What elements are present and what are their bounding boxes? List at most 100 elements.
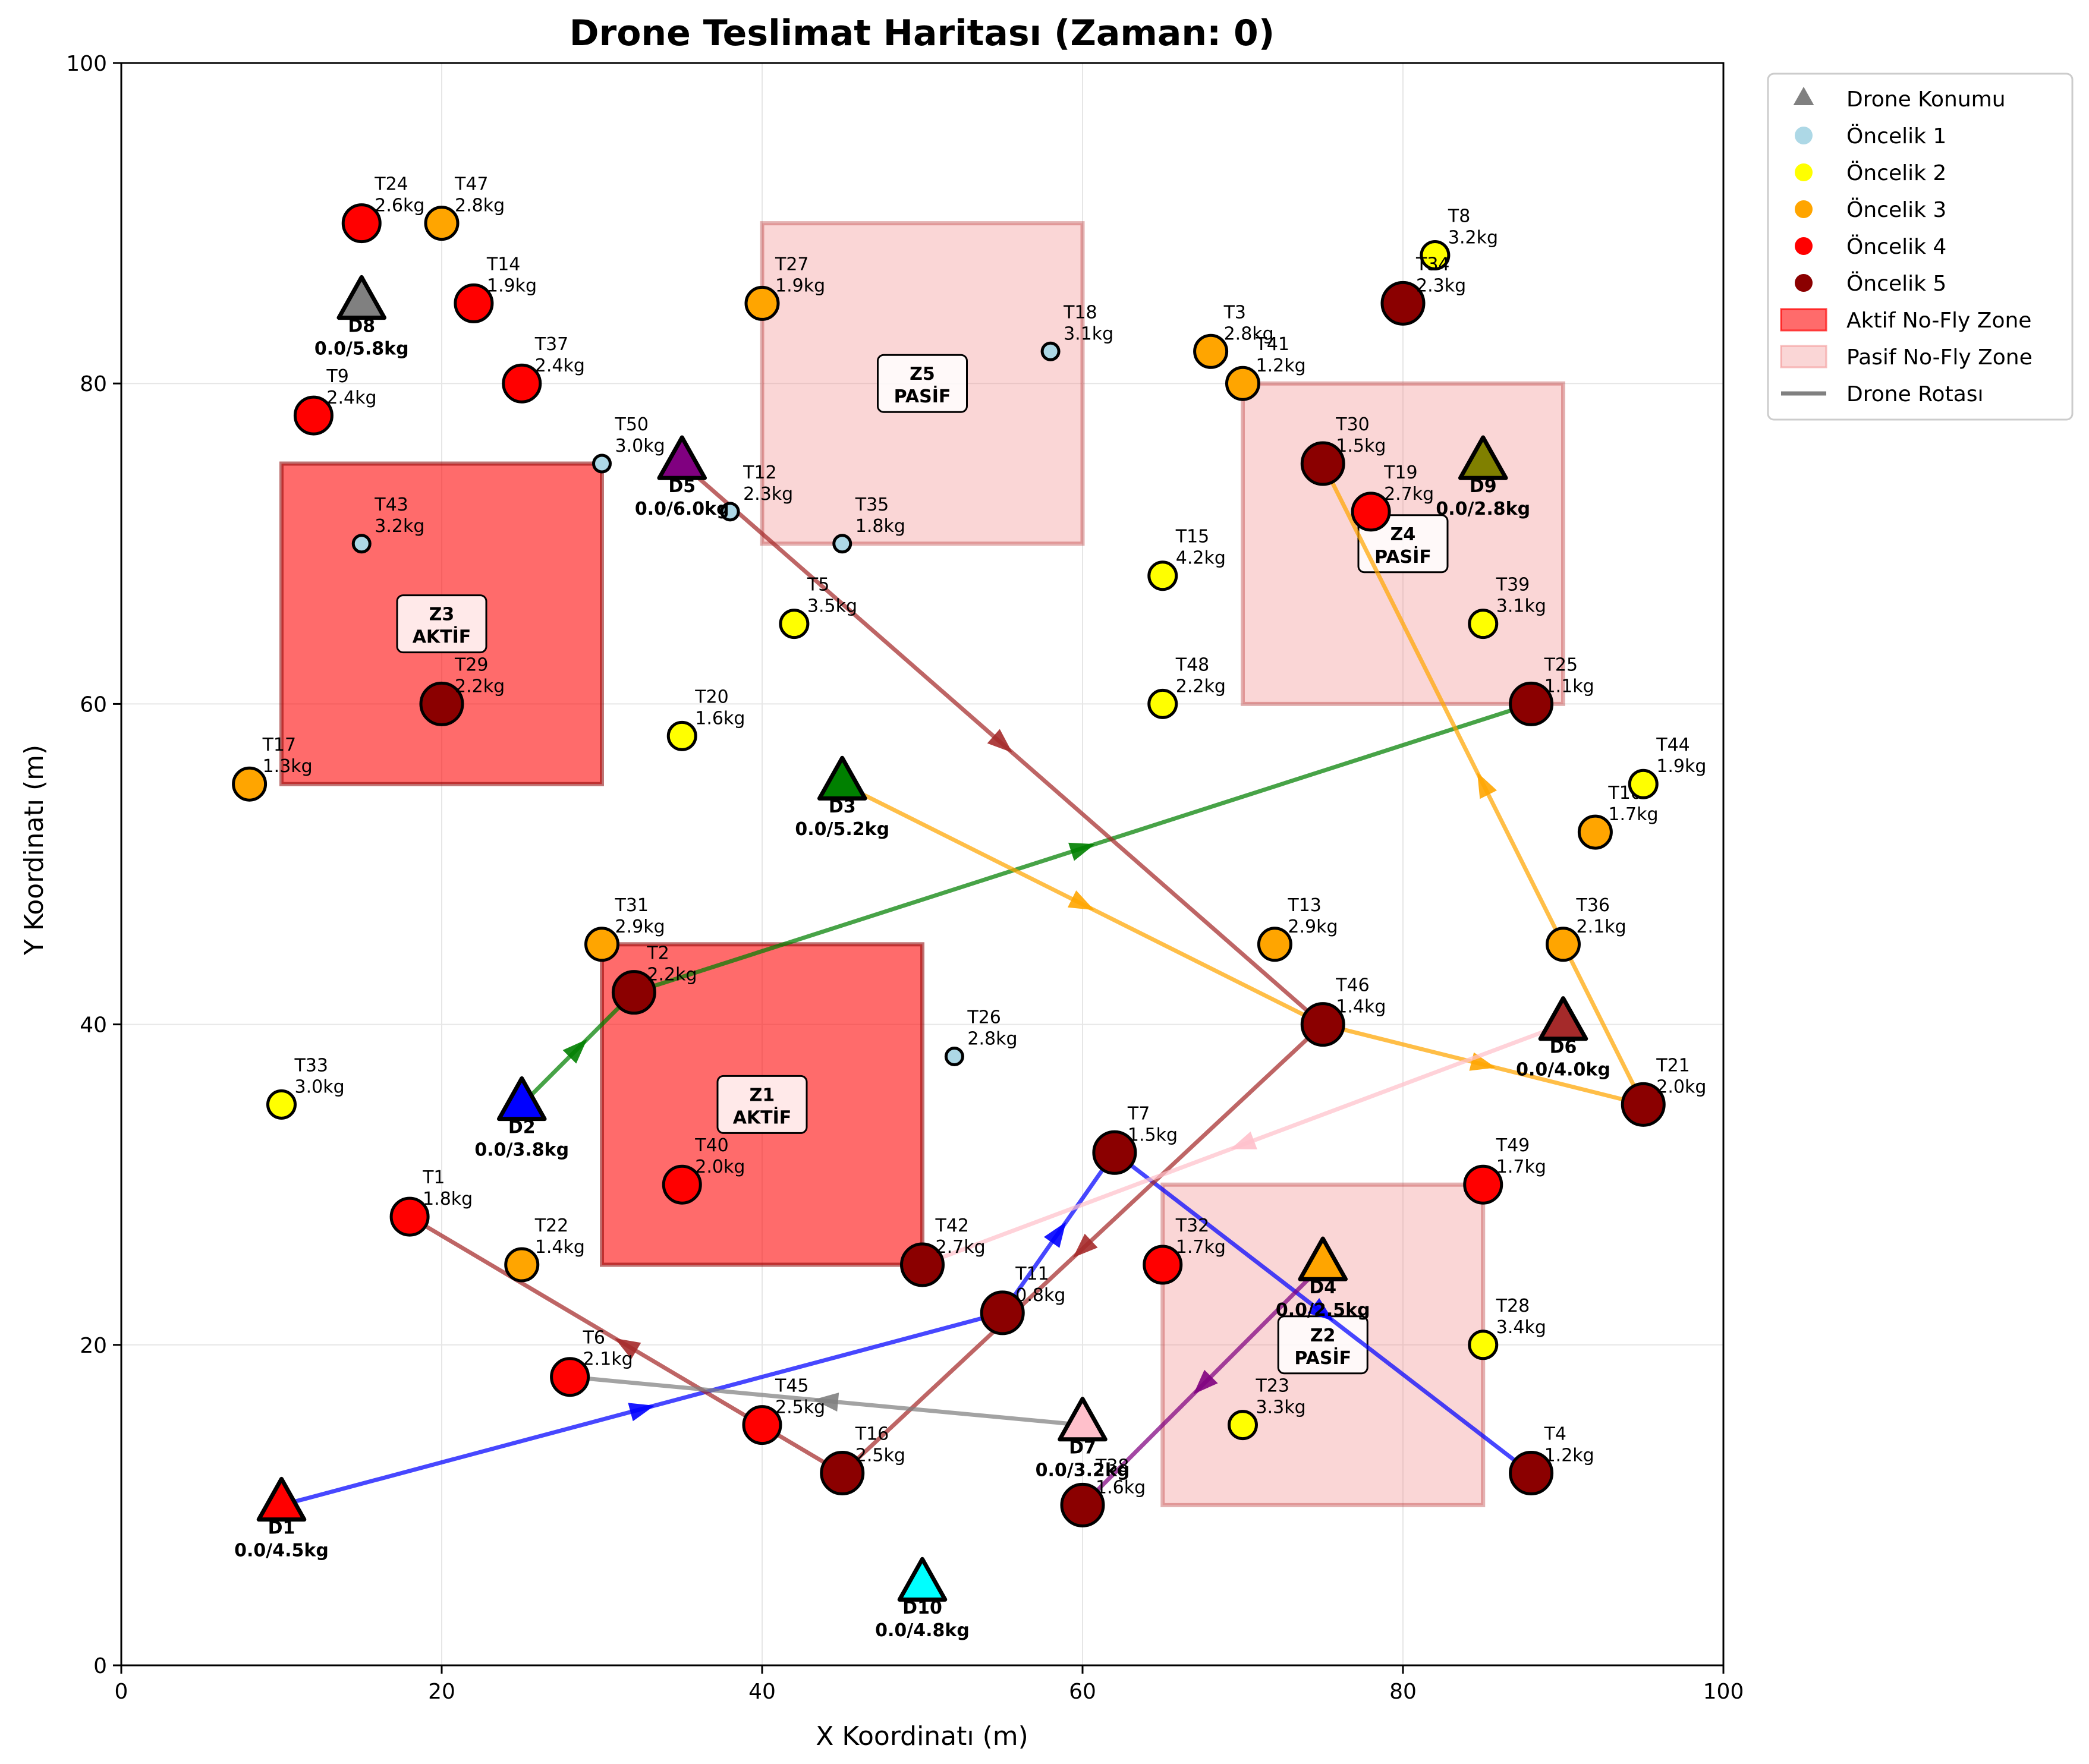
delivery-point	[832, 534, 852, 554]
delivery-point	[744, 285, 780, 321]
delivery-point	[980, 1290, 1025, 1335]
delivery-weight-label: 1.8kg	[855, 516, 905, 537]
delivery-weight-label: 2.4kg	[535, 355, 585, 376]
delivery-weight-label: 4.2kg	[1176, 548, 1226, 569]
x-tick-label: 40	[748, 1680, 776, 1704]
route-arrow	[628, 1403, 655, 1422]
delivery-id-label: T23	[1256, 1376, 1290, 1397]
delivery-weight-label: 2.5kg	[775, 1397, 825, 1418]
y-tick-label: 40	[80, 1013, 107, 1038]
legend-box	[1767, 73, 2074, 421]
delivery-weight-label: 2.5kg	[855, 1445, 905, 1466]
legend-entry-label: Öncelik 1	[1846, 124, 1946, 149]
plot-area: Z1AKTİFZ2PASİFZ3AKTİFZ4PASİFZ5PASİFT11.8…	[66, 52, 1744, 1704]
delivery-weight-label: 1.4kg	[535, 1237, 585, 1258]
delivery-id-label: T34	[1415, 254, 1450, 275]
delivery-weight-label: 1.1kg	[1544, 676, 1594, 697]
delivery-id-label: T27	[775, 254, 809, 275]
drone-marker	[1538, 996, 1588, 1041]
delivery-id-label: T15	[1175, 527, 1210, 547]
delivery-point	[1463, 1164, 1503, 1205]
route-arrow	[1072, 1233, 1098, 1258]
delivery-point	[1147, 560, 1178, 591]
y-tick-label: 60	[80, 692, 107, 717]
delivery-id-label: T38	[1095, 1456, 1130, 1476]
legend-marker-circle	[1795, 237, 1813, 255]
delivery-point	[1420, 240, 1451, 271]
delivery-id-label: T26	[967, 1007, 1001, 1028]
delivery-point	[1628, 768, 1659, 799]
legend-marker-circle	[1795, 200, 1813, 218]
delivery-id-label: T24	[374, 174, 408, 195]
zone-status-label: AKTİF	[733, 1107, 792, 1128]
delivery-point	[1351, 492, 1391, 532]
delivery-point	[666, 720, 697, 751]
axes-frame	[120, 62, 1725, 1667]
delivery-id-label: T20	[694, 686, 729, 707]
zone-label-box	[1357, 514, 1449, 574]
delivery-id-label: T47	[454, 174, 489, 195]
delivery-point	[1468, 1330, 1499, 1360]
delivery-weight-label: 2.6kg	[375, 196, 424, 216]
delivery-weight-label: 1.5kg	[1128, 1124, 1178, 1145]
delivery-weight-label: 1.7kg	[1496, 1157, 1546, 1177]
delivery-id-label: T40	[694, 1135, 729, 1156]
delivery-id-label: T29	[454, 654, 489, 675]
delivery-point	[1621, 1082, 1666, 1127]
delivery-point	[502, 363, 542, 404]
drone-load-label: 0.0/5.2kg	[795, 819, 889, 840]
delivery-id-label: T39	[1496, 575, 1530, 596]
route-arrow	[1068, 842, 1095, 861]
drone-id-label: D1	[268, 1517, 295, 1538]
drone-marker	[496, 1076, 547, 1122]
drone-id-label: D3	[829, 796, 856, 817]
route-arrow	[1043, 1222, 1066, 1248]
delivery-weight-label: 2.7kg	[936, 1237, 986, 1258]
drone-id-label: D5	[668, 476, 696, 497]
route-arrow	[1477, 772, 1497, 799]
drone-load-label: 0.0/4.0kg	[1516, 1060, 1610, 1081]
delivery-point	[1225, 366, 1260, 401]
legend-marker-circle	[1795, 127, 1813, 144]
delivery-weight-label: 2.9kg	[1288, 916, 1338, 937]
delivery-point	[662, 1164, 702, 1205]
drone-load-label: 0.0/6.0kg	[635, 499, 729, 519]
delivery-weight-label: 1.6kg	[1096, 1477, 1146, 1498]
delivery-weight-label: 2.8kg	[967, 1029, 1017, 1050]
drone-id-label: D8	[348, 316, 375, 336]
drone-load-label: 0.0/2.5kg	[1276, 1300, 1370, 1321]
drone-marker	[817, 755, 867, 801]
legend-entry-label: Öncelik 3	[1846, 197, 1946, 222]
zone-label-box	[396, 594, 487, 654]
delivery-weight-label: 1.9kg	[775, 275, 825, 296]
delivery-point	[1060, 1482, 1105, 1527]
delivery-point	[592, 453, 612, 474]
delivery-id-label: T43	[374, 494, 408, 515]
legend-marker-circle	[1795, 163, 1813, 181]
drone-load-label: 0.0/5.8kg	[314, 338, 409, 359]
delivery-id-label: T19	[1383, 462, 1418, 483]
legend: Drone Konumu Öncelik 1 Öncelik 2 Öncelik 3 Ö…	[1767, 73, 2074, 421]
delivery-point	[550, 1357, 590, 1397]
delivery-id-label: T30	[1335, 414, 1370, 435]
delivery-weight-label: 2.1kg	[583, 1349, 633, 1370]
drone-marker	[1298, 1236, 1348, 1281]
route-arrow	[562, 1039, 587, 1064]
delivery-weight-label: 0.8kg	[1015, 1285, 1065, 1306]
delivery-weight-label: 1.2kg	[1256, 355, 1306, 376]
delivery-weight-label: 1.7kg	[1608, 804, 1658, 825]
plot-content: Z1AKTİFZ2PASİFZ3AKTİFZ4PASİFZ5PASİFT11.8…	[232, 174, 1706, 1641]
delivery-point	[1509, 1450, 1554, 1495]
delivery-point	[820, 1450, 865, 1495]
route-arrow	[987, 729, 1012, 753]
drone-id-label: D7	[1069, 1438, 1096, 1459]
route-arrow	[1307, 1298, 1333, 1321]
drone-marker	[1058, 1397, 1108, 1442]
delivery-id-label: T8	[1448, 206, 1470, 227]
delivery-id-label: T16	[855, 1423, 889, 1444]
delivery-weight-label: 1.5kg	[1336, 436, 1386, 456]
delivery-point	[1092, 1130, 1137, 1175]
delivery-id-label: T4	[1544, 1423, 1566, 1444]
delivery-id-label: T12	[743, 462, 777, 483]
